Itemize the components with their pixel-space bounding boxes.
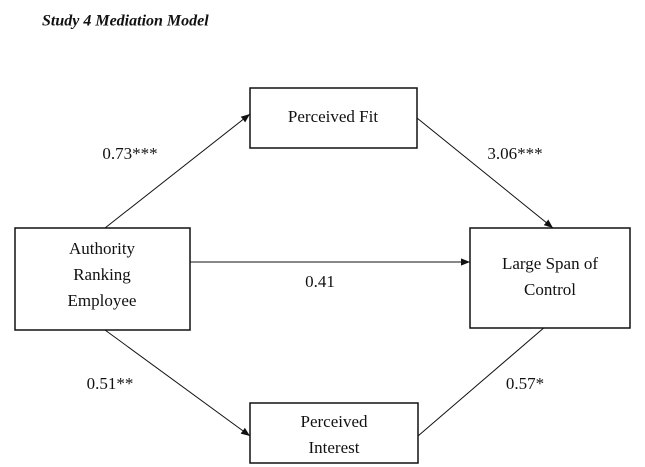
arrow (104, 329, 251, 437)
edge-label: 0.51** (87, 374, 134, 393)
arrow (417, 319, 554, 437)
node-label: Interest (309, 438, 360, 457)
node-label: Control (524, 280, 576, 299)
node-label: Ranking (73, 265, 131, 284)
edge-label: 3.06*** (487, 144, 542, 163)
edge-label: 0.41 (305, 272, 335, 291)
node-label: Perceived Fit (288, 107, 378, 126)
node-label: Perceived (300, 412, 368, 431)
node-box (469, 227, 631, 329)
node-label: Employee (68, 291, 137, 310)
node-box (249, 402, 419, 464)
node-box (14, 227, 191, 331)
node-box (249, 87, 418, 149)
title: Study 4 Mediation Model (42, 13, 209, 30)
node-label: Large Span of (502, 254, 598, 273)
node-label: Authority (69, 239, 136, 258)
edge-label: 0.73*** (102, 144, 157, 163)
arrow (416, 117, 554, 229)
edge-label: 0.57* (506, 374, 544, 393)
arrow (104, 113, 251, 229)
